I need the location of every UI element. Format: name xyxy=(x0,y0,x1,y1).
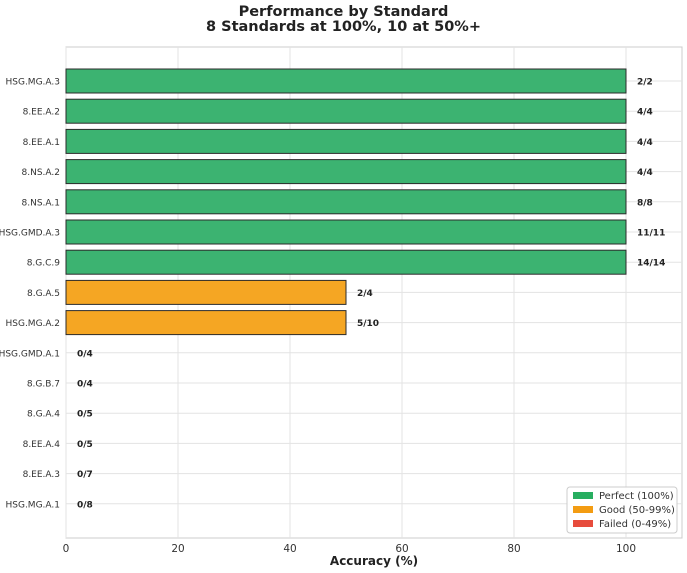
x-tick-label: 60 xyxy=(395,543,408,555)
data-label-8-ee-a-1: 4/4 xyxy=(637,138,653,148)
legend-swatch-perfect-100 xyxy=(573,492,593,499)
data-label-hsg-mg-a-3: 2/2 xyxy=(637,78,653,88)
y-tick-label-8-ns-a-1: 8.NS.A.1 xyxy=(22,198,60,208)
bar-8-ns-a-1 xyxy=(65,189,627,215)
legend-swatch-good-50-99 xyxy=(573,506,593,513)
chart-title: Performance by Standard xyxy=(238,4,449,20)
y-tick-label-8-ee-a-4: 8.EE.A.4 xyxy=(23,440,61,450)
x-tick-label: 0 xyxy=(63,543,70,555)
x-tick-label: 100 xyxy=(616,543,636,555)
y-tick-label-hsg-mg-a-3: HSG.MG.A.3 xyxy=(5,78,60,88)
chart-subtitle: 8 Standards at 100%, 10 at 50%+ xyxy=(206,19,481,35)
data-label-8-g-a-4: 0/5 xyxy=(77,410,93,420)
legend-label-perfect-100: Perfect (100%) xyxy=(599,491,674,502)
bar-8-ee-a-2 xyxy=(65,98,627,124)
y-tick-label-hsg-mg-a-2: HSG.MG.A.2 xyxy=(5,319,60,329)
y-tick-label-8-g-a-5: 8.G.A.5 xyxy=(27,289,60,299)
data-label-hsg-mg-a-2: 5/10 xyxy=(357,319,379,329)
bar-hsg-mg-a-3 xyxy=(65,68,627,94)
legend-label-good-50-99: Good (50-99%) xyxy=(599,505,675,516)
legend: Perfect (100%) Good (50-99%) Failed (0-49%… xyxy=(566,486,678,534)
data-label-8-ns-a-1: 8/8 xyxy=(637,198,653,208)
data-label-8-g-c-9: 14/14 xyxy=(637,259,665,269)
data-label-hsg-gmd-a-3: 11/11 xyxy=(637,229,665,239)
y-tick-label-hsg-gmd-a-1: HSG.GMD.A.1 xyxy=(0,349,60,359)
bar-hsg-gmd-a-3 xyxy=(65,219,627,245)
bars-layer xyxy=(65,68,627,336)
y-tick-label-8-g-c-9: 8.G.C.9 xyxy=(27,259,61,269)
data-label-8-ee-a-4: 0/5 xyxy=(77,440,93,450)
legend-label-failed-0-49: Failed (0-49%) xyxy=(599,519,671,530)
labels-layer: 2/2 4/4 4/4 4/4 8/8 11/11 14/14 2/4 5/10 0/4 0/4 0/… xyxy=(77,78,665,511)
x-tick-label: 20 xyxy=(171,543,184,555)
data-label-8-ee-a-2: 4/4 xyxy=(637,108,653,118)
x-axis-label: Accuracy (%) xyxy=(330,554,418,568)
x-tick-label: 40 xyxy=(283,543,296,555)
y-tick-label-8-g-b-7: 8.G.B.7 xyxy=(27,380,60,390)
axis-layer: 0 20 40 60 80 100 HSG.MG.A.3 8.EE.A.2 8.EE.A.1 8.… xyxy=(0,78,636,569)
bar-8-ns-a-2 xyxy=(65,159,627,185)
bar-8-g-a-5 xyxy=(65,279,347,305)
bar-hsg-mg-a-2 xyxy=(65,310,347,336)
data-label-8-ee-a-3: 0/7 xyxy=(77,470,93,480)
y-tick-label-8-g-a-4: 8.G.A.4 xyxy=(27,410,60,420)
y-tick-label-8-ee-a-3: 8.EE.A.3 xyxy=(23,470,60,480)
y-tick-label-8-ns-a-2: 8.NS.A.2 xyxy=(22,168,60,178)
data-label-8-ns-a-2: 4/4 xyxy=(637,168,653,178)
bar-8-g-c-9 xyxy=(65,249,627,275)
data-label-8-g-b-7: 0/4 xyxy=(77,380,93,390)
y-tick-label-hsg-gmd-a-3: HSG.GMD.A.3 xyxy=(0,229,60,239)
y-tick-label-hsg-mg-a-1: HSG.MG.A.1 xyxy=(5,500,60,510)
y-tick-label-8-ee-a-1: 8.EE.A.1 xyxy=(23,138,60,148)
y-tick-label-8-ee-a-2: 8.EE.A.2 xyxy=(23,108,60,118)
bar-8-ee-a-1 xyxy=(65,128,627,154)
data-label-hsg-mg-a-1: 0/8 xyxy=(77,500,93,510)
legend-swatch-failed-0-49 xyxy=(573,520,593,527)
x-tick-label: 80 xyxy=(507,543,520,555)
data-label-8-g-a-5: 2/4 xyxy=(357,289,373,299)
legend-box xyxy=(566,486,678,534)
data-label-hsg-gmd-a-1: 0/4 xyxy=(77,349,93,359)
